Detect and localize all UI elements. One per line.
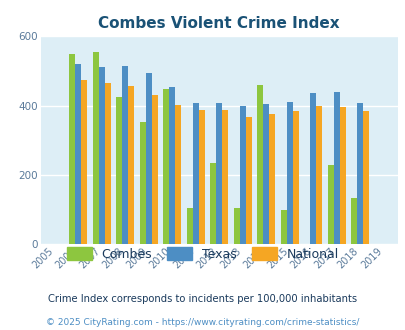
- Bar: [339, 107, 345, 244]
- Bar: [280, 210, 286, 244]
- Bar: [269, 114, 275, 244]
- Bar: [192, 103, 198, 244]
- Bar: [175, 105, 181, 244]
- Bar: [222, 110, 228, 244]
- Bar: [286, 102, 292, 244]
- Bar: [145, 73, 151, 244]
- Bar: [92, 52, 98, 244]
- Bar: [151, 95, 158, 244]
- Bar: [350, 198, 356, 244]
- Bar: [245, 117, 251, 244]
- Title: Combes Violent Crime Index: Combes Violent Crime Index: [98, 16, 339, 31]
- Bar: [209, 163, 215, 244]
- Bar: [256, 85, 262, 244]
- Bar: [309, 93, 315, 244]
- Bar: [333, 92, 339, 244]
- Bar: [69, 53, 75, 244]
- Bar: [75, 64, 81, 244]
- Bar: [327, 165, 333, 244]
- Bar: [262, 104, 269, 244]
- Bar: [122, 66, 128, 244]
- Bar: [198, 110, 205, 244]
- Bar: [104, 83, 111, 244]
- Bar: [163, 89, 169, 244]
- Bar: [169, 87, 175, 244]
- Bar: [186, 208, 192, 244]
- Bar: [128, 86, 134, 244]
- Text: © 2025 CityRating.com - https://www.cityrating.com/crime-statistics/: © 2025 CityRating.com - https://www.city…: [46, 318, 359, 327]
- Bar: [215, 103, 222, 244]
- Bar: [356, 103, 362, 244]
- Bar: [139, 122, 145, 244]
- Bar: [315, 106, 322, 244]
- Bar: [116, 97, 122, 244]
- Legend: Combes, Texas, National: Combes, Texas, National: [62, 242, 343, 266]
- Bar: [233, 208, 239, 244]
- Bar: [292, 112, 298, 244]
- Bar: [98, 68, 104, 244]
- Bar: [81, 80, 87, 244]
- Bar: [362, 112, 369, 244]
- Bar: [239, 106, 245, 244]
- Text: Crime Index corresponds to incidents per 100,000 inhabitants: Crime Index corresponds to incidents per…: [48, 294, 357, 304]
